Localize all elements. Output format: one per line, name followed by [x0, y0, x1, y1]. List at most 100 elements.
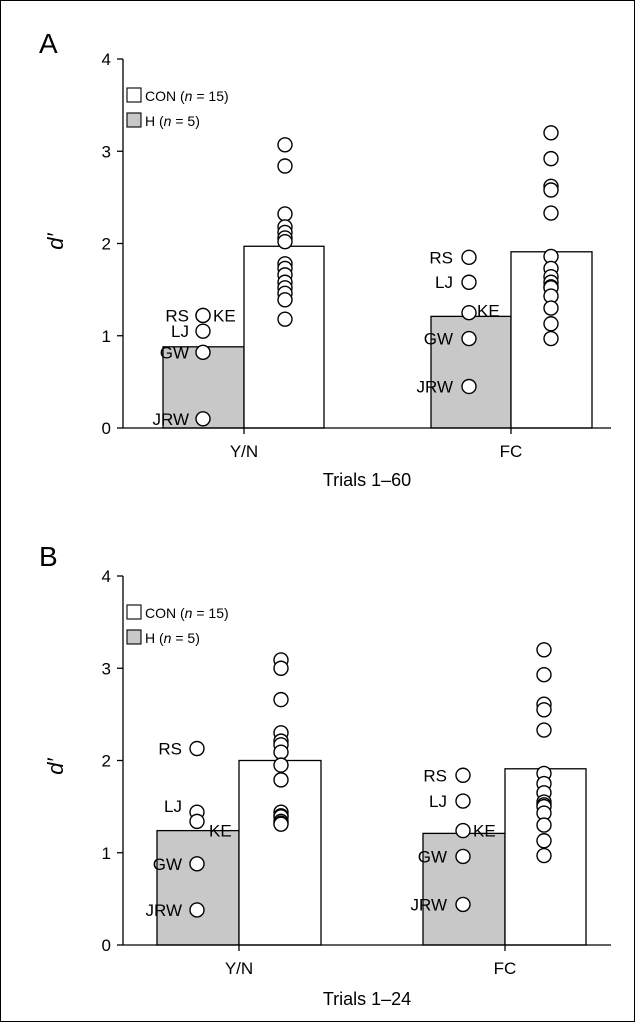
data-point-con: [277, 311, 293, 327]
data-point-con: [536, 722, 552, 738]
data-point-h: [195, 307, 211, 324]
data-point-con: [277, 158, 293, 174]
category-label: Y/N: [225, 959, 253, 978]
subject-label: GW: [418, 847, 447, 866]
data-point-h: [461, 274, 477, 290]
data-point-con: [277, 206, 293, 222]
bar-con-yn: [238, 759, 322, 946]
legend-entry-prefix: H (: [145, 113, 164, 129]
x-axis-title: Trials 1–24: [323, 989, 411, 1009]
legend-swatch: [126, 112, 142, 128]
legend-entry: H (n = 5): [145, 113, 200, 129]
subject-label: JRW: [152, 410, 189, 429]
subject-label: KE: [473, 822, 496, 841]
data-point-h: [461, 304, 477, 321]
legend-entry-prefix: CON (: [145, 605, 185, 621]
data-point-h: [461, 249, 477, 266]
data-point-con: [536, 667, 552, 683]
subject-label: GW: [160, 343, 189, 362]
bar-h-yn: [156, 829, 240, 946]
panel-letter: B: [39, 541, 58, 572]
subject-label: LJ: [171, 322, 189, 341]
legend-entry-prefix: H (: [145, 630, 164, 646]
data-point-h: [189, 902, 205, 918]
data-point-con: [273, 757, 289, 773]
y-axis-label: d′: [43, 232, 68, 249]
legend-entry-suffix: = 15): [192, 605, 228, 621]
panel-letter: A: [39, 28, 58, 59]
subject-label: GW: [153, 855, 182, 874]
data-point-con: [543, 125, 559, 141]
data-point-con: [273, 772, 289, 788]
legend-swatch: [126, 629, 142, 645]
legend-entry: CON (n = 15): [145, 88, 229, 104]
data-point-con: [277, 137, 293, 153]
data-point-con: [273, 660, 289, 676]
legend-entry-n: n: [164, 630, 172, 646]
legend-swatch: [126, 87, 142, 103]
subject-label: RS: [165, 306, 189, 325]
data-point-h: [189, 813, 205, 830]
data-point-con: [543, 182, 559, 198]
subject-label: LJ: [164, 797, 182, 816]
data-point-h: [455, 822, 471, 839]
data-point-con: [543, 150, 559, 167]
data-point-h: [189, 740, 205, 757]
data-point-con: [273, 816, 289, 832]
data-point-con: [543, 330, 559, 347]
data-point-h: [455, 767, 471, 783]
y-tick-label: 2: [102, 235, 111, 254]
legend-entry: H (n = 5): [145, 630, 200, 646]
subject-label: RS: [429, 248, 453, 267]
subject-label: KE: [209, 822, 232, 841]
legend-entry-prefix: CON (: [145, 88, 185, 104]
category-label: FC: [494, 959, 517, 978]
data-point-con: [277, 292, 293, 308]
legend-entry-n: n: [185, 88, 193, 104]
data-point-con: [543, 205, 559, 221]
data-point-h: [455, 896, 471, 913]
data-point-con: [536, 847, 552, 864]
category-label: FC: [500, 442, 523, 461]
subject-label: LJ: [435, 273, 453, 292]
y-tick-label: 4: [102, 50, 111, 69]
legend: CON (n = 15)H (n = 5): [126, 87, 229, 129]
legend-entry-suffix: = 15): [192, 88, 228, 104]
data-point-con: [536, 833, 552, 849]
subject-label: JRW: [416, 377, 453, 396]
data-point-con: [543, 316, 559, 332]
data-point-h: [189, 856, 205, 872]
y-tick-label: 1: [102, 844, 111, 863]
data-point-h: [195, 323, 211, 339]
subject-label: LJ: [429, 792, 447, 811]
subject-label: JRW: [410, 895, 447, 914]
y-axis-label: d′: [43, 757, 68, 774]
data-point-con: [543, 300, 559, 316]
subject-label: GW: [424, 330, 453, 349]
legend-entry: CON (n = 15): [145, 605, 229, 621]
y-tick-label: 2: [102, 752, 111, 771]
legend-entry-n: n: [185, 605, 193, 621]
x-axis-title: Trials 1–60: [323, 470, 411, 490]
legend-entry-suffix: = 5): [171, 113, 199, 129]
subject-label: KE: [213, 306, 236, 325]
y-tick-label: 3: [102, 142, 111, 161]
y-tick-label: 1: [102, 327, 111, 346]
subject-label: RS: [158, 740, 182, 759]
y-tick-label: 0: [102, 419, 111, 438]
subject-label: RS: [423, 766, 447, 785]
legend: CON (n = 15)H (n = 5): [126, 604, 229, 646]
data-point-con: [277, 233, 293, 250]
subject-label: KE: [477, 302, 500, 321]
subject-label: JRW: [145, 901, 182, 920]
data-point-con: [273, 691, 289, 708]
legend-entry-suffix: = 5): [171, 630, 199, 646]
legend-entry-n: n: [164, 113, 172, 129]
data-point-con: [536, 642, 552, 658]
data-point-h: [461, 330, 477, 347]
data-point-h: [455, 848, 471, 865]
